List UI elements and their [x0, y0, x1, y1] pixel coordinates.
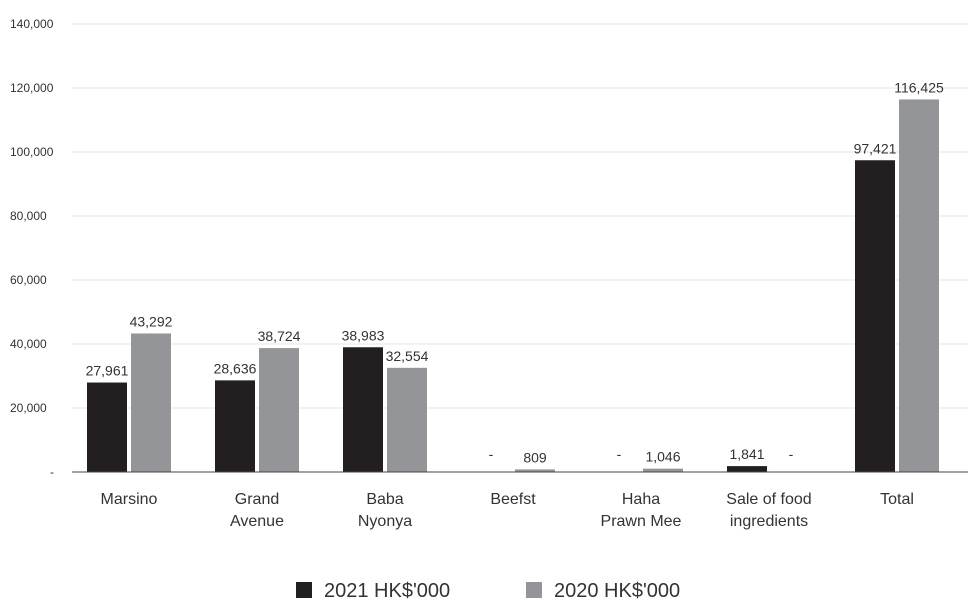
x-axis-labels: Marsino Grand Avenue Baba Nyonya Beefst Haha Pr…	[101, 491, 914, 530]
legend: 2021 HK$'000 2020 HK$'000	[296, 580, 680, 600]
bar-2020	[131, 333, 171, 472]
x-tick-label: Grand	[235, 491, 279, 508]
x-tick-label: Avenue	[230, 513, 284, 530]
y-tick-label: 20,000	[10, 401, 47, 415]
x-tick-label: Sale of food	[726, 491, 811, 508]
bar-2020	[643, 468, 683, 472]
bar-2021	[215, 380, 255, 472]
data-label: 1,046	[645, 449, 680, 465]
gridlines	[72, 23, 968, 409]
data-label: -	[489, 446, 494, 462]
legend-swatch	[296, 582, 312, 598]
bar-2020	[259, 348, 299, 472]
data-label: 1,841	[729, 446, 764, 462]
x-tick-label: Prawn Mee	[601, 513, 682, 530]
data-label: 38,724	[258, 328, 301, 344]
data-label: 38,983	[342, 327, 385, 343]
y-tick-label: 120,000	[10, 81, 54, 95]
x-tick-label: Nyonya	[358, 513, 412, 530]
bar-2020	[899, 99, 939, 472]
data-label: 27,961	[86, 363, 129, 379]
bar-2021	[343, 347, 383, 472]
x-tick-label: Marsino	[101, 491, 158, 508]
legend-swatch	[526, 582, 542, 598]
bar-2021	[727, 466, 767, 472]
bar-2021	[855, 160, 895, 472]
data-label: 32,554	[386, 348, 429, 364]
x-tick-label: Total	[880, 491, 914, 508]
x-tick-label: ingredients	[730, 513, 808, 530]
data-label: 28,636	[214, 360, 257, 376]
y-tick-label: 80,000	[10, 209, 47, 223]
data-label: 809	[523, 449, 547, 465]
bar-2020	[387, 367, 427, 472]
y-tick-label: 60,000	[10, 273, 47, 287]
bar-2020	[515, 469, 555, 472]
x-tick-label: Beefst	[490, 491, 536, 508]
y-tick-label: 140,000	[10, 17, 54, 31]
legend-label: 2021 HK$'000	[324, 580, 450, 600]
bars	[87, 99, 939, 472]
legend-label: 2020 HK$'000	[554, 580, 680, 600]
y-tick-label: -	[50, 465, 54, 479]
data-label: 43,292	[130, 313, 173, 329]
y-tick-label: 40,000	[10, 337, 47, 351]
y-axis-ticks: - 20,000 40,000 60,000 80,000 100,000 120,000 1…	[10, 17, 54, 479]
x-tick-label: Haha	[622, 491, 660, 508]
data-label: -	[617, 446, 622, 462]
y-tick-label: 100,000	[10, 145, 54, 159]
data-label: 116,425	[894, 79, 944, 95]
data-label: 97,421	[854, 140, 897, 156]
bar-2021	[87, 382, 127, 472]
x-tick-label: Baba	[366, 491, 403, 508]
data-label: -	[789, 446, 794, 462]
